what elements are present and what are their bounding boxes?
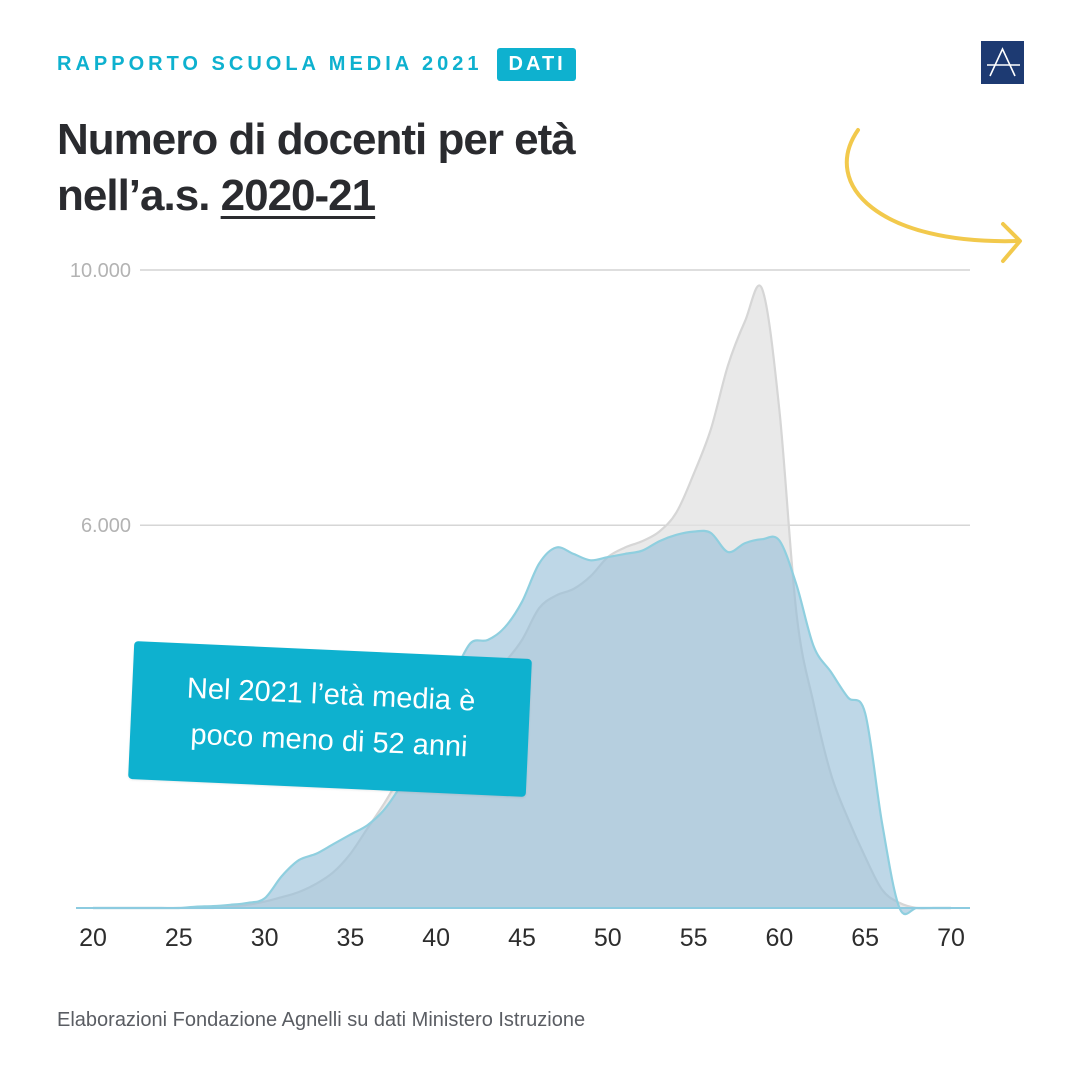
- x-tick-label: 25: [165, 924, 193, 952]
- callout-text: Nel 2021 l’età media è poco meno di 52 a…: [129, 663, 531, 773]
- x-tick-label: 50: [594, 924, 622, 952]
- area-series-2021-line: [92, 529, 951, 916]
- title-line1: Numero di docenti per età: [57, 115, 576, 164]
- x-tick-label: 45: [508, 924, 536, 952]
- logo-a-icon: [987, 47, 1020, 77]
- x-tick-label: 30: [251, 924, 279, 952]
- x-tick-label: 70: [937, 924, 965, 952]
- title-line2-prefix: nell’a.s.: [57, 171, 221, 220]
- yellow-arrow-icon: [844, 128, 1020, 244]
- average-age-callout: Nel 2021 l’età media è poco meno di 52 a…: [128, 641, 532, 797]
- title-year: 2020-21: [220, 171, 376, 220]
- page-title: Numero di docenti per età nell’a.s. 2020…: [57, 112, 777, 224]
- x-tick-label: 65: [851, 924, 879, 952]
- x-tick-label: 20: [79, 924, 107, 952]
- source-note: Elaborazioni Fondazione Agnelli su dati …: [57, 1009, 586, 1031]
- callout-line1: Nel 2021 l’età media è: [186, 672, 476, 718]
- x-tick-label: 60: [765, 924, 793, 952]
- yellow-arrow-head-icon: [1001, 222, 1022, 263]
- y-tick-label: 10.000: [70, 260, 131, 282]
- x-tick-label: 55: [680, 924, 708, 952]
- x-tick-label: 40: [422, 924, 450, 952]
- callout-line2: poco meno di 52 anni: [189, 718, 469, 764]
- dati-badge: DATI: [496, 48, 576, 81]
- kicker-text: RAPPORTO SCUOLA MEDIA 2021: [57, 53, 483, 75]
- y-tick-label: 6.000: [81, 515, 131, 537]
- x-tick-label: 35: [336, 924, 364, 952]
- kicker: RAPPORTO SCUOLA MEDIA 2021 DATI: [57, 48, 576, 81]
- fondazione-agnelli-logo: [981, 41, 1024, 84]
